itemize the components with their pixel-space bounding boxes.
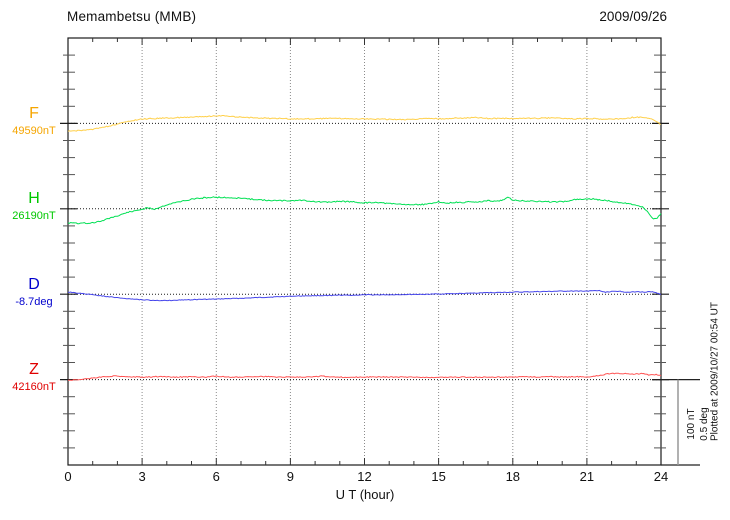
x-tick-label-24: 24: [653, 469, 669, 484]
trace-F: [67, 114, 662, 132]
x-tick-label-12: 12: [357, 469, 372, 484]
x-tick-label-9: 9: [286, 469, 295, 484]
channel-label-F: F 49590nT: [4, 103, 64, 138]
observation-date: 2009/09/26: [599, 9, 667, 24]
channel-label-Z: Z 42160nT: [4, 359, 64, 394]
x-axis-title: U T (hour): [335, 487, 395, 502]
channel-baseline-D: -8.7deg: [15, 296, 53, 308]
channel-letter-H: H: [28, 190, 40, 207]
scale-bar-nt-label: 100 nT: [686, 408, 697, 440]
trace-Z: [68, 372, 662, 381]
channel-baseline-Z: 42160nT: [12, 381, 56, 393]
channel-label-H: H 26190nT: [4, 188, 64, 223]
trace-H: [67, 196, 662, 225]
x-tick-label-6: 6: [212, 469, 220, 484]
channel-letter-Z: Z: [29, 361, 39, 378]
channel-baseline-F: 49590nT: [12, 125, 56, 137]
channel-label-D: D -8.7deg: [4, 274, 64, 309]
station-title: Memambetsu (MMB): [67, 9, 197, 24]
trace-D: [67, 289, 662, 302]
channel-letter-F: F: [29, 105, 39, 122]
channel-baseline-H: 26190nT: [12, 210, 56, 222]
channel-letter-D: D: [28, 276, 40, 293]
x-tick-label-3: 3: [138, 469, 146, 484]
x-tick-label-18: 18: [505, 469, 521, 484]
x-tick-label-21: 21: [579, 469, 595, 484]
plotted-at-label: Plotted at 2009/10/27 00:54 UT: [709, 302, 721, 441]
x-tick-label-15: 15: [431, 469, 446, 484]
x-tick-label-0: 0: [64, 469, 72, 484]
